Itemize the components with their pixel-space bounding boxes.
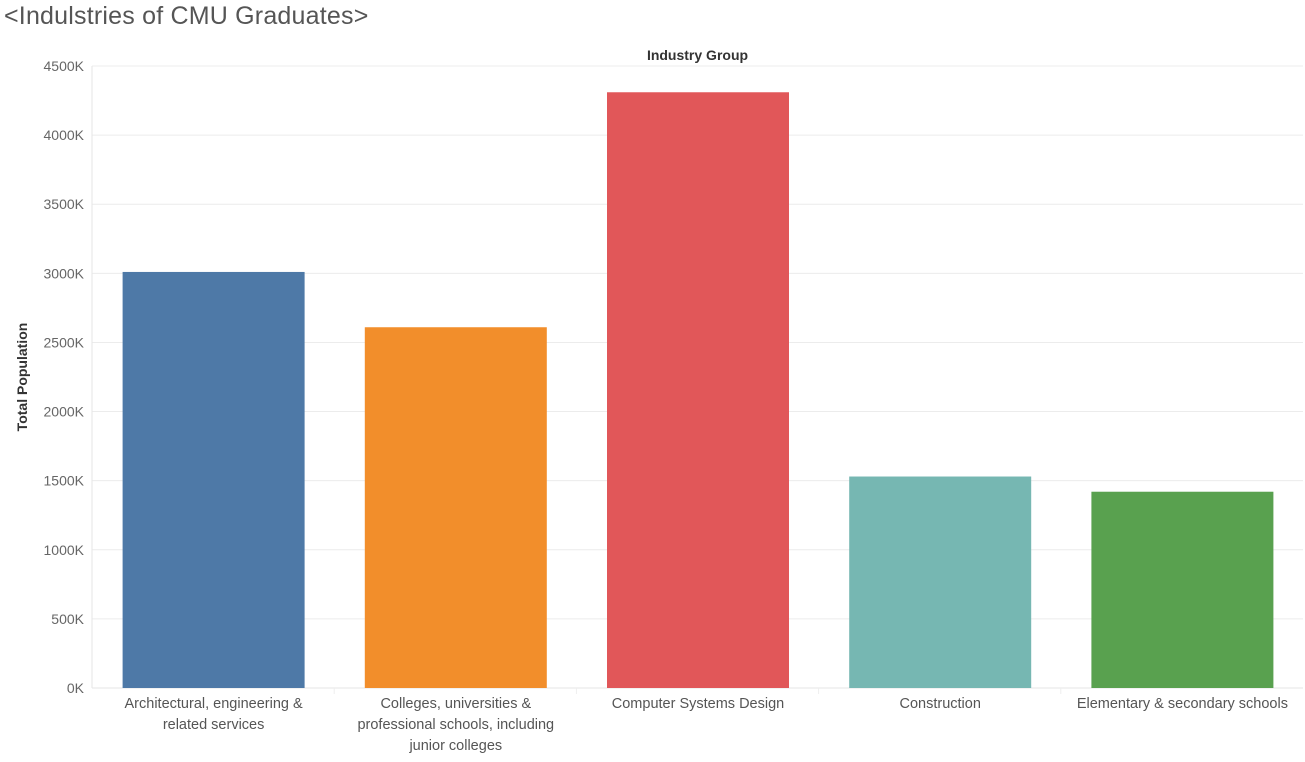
y-tick-label: 0K	[67, 680, 85, 696]
y-tick-label: 3500K	[44, 196, 85, 212]
x-category-label: Elementary & secondary schools	[1077, 696, 1288, 712]
bar	[364, 327, 547, 688]
x-category-label: Construction	[899, 696, 980, 712]
bar	[1091, 491, 1274, 688]
y-tick-label: 4000K	[44, 127, 85, 143]
y-tick-label: 2500K	[44, 334, 85, 350]
bar	[122, 271, 305, 688]
y-tick-label: 1500K	[44, 473, 85, 489]
y-tick-label: 4500K	[44, 58, 85, 74]
column-header-title: Industry Group	[647, 47, 748, 63]
x-category-label: Architectural, engineering & related serv…	[125, 696, 303, 733]
bar	[607, 92, 789, 689]
bar	[849, 476, 1032, 688]
page-title: <Indulstries of CMU Graduates>	[4, 2, 369, 30]
y-tick-label: 3000K	[44, 265, 85, 281]
x-axis-categories: Architectural, engineering & related serv…	[125, 696, 1288, 754]
y-tick-label: 1000K	[44, 542, 85, 558]
y-tick-label: 500K	[51, 611, 84, 627]
y-axis-ticks: 0K 500K 1000K 1500K 2000K 2500K 3000K 3500K 4000…	[44, 58, 85, 696]
x-category-label: Colleges, universities & professional sch…	[357, 696, 554, 754]
x-category-label: Computer Systems Design	[612, 696, 784, 712]
bars	[122, 92, 1274, 689]
y-tick-label: 2000K	[44, 404, 85, 420]
y-axis-title: Total Population	[14, 323, 30, 432]
